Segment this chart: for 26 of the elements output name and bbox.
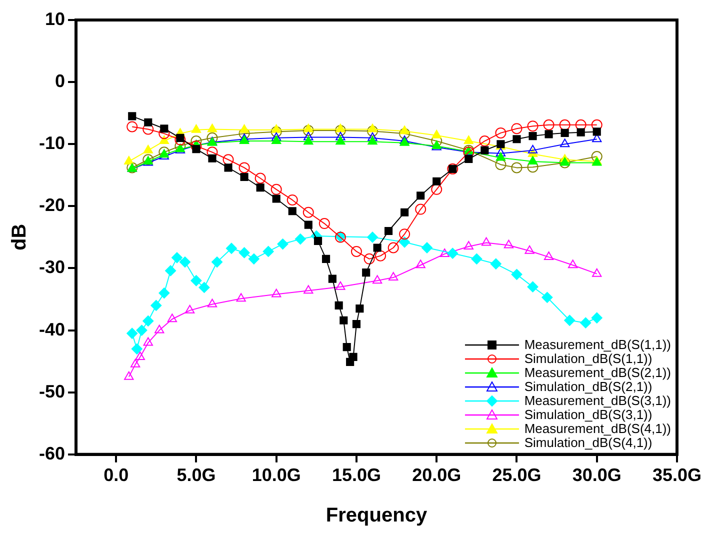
y-tick-label: 10 [44,8,66,29]
y-axis-title: dB [8,224,31,251]
legend-label: Simulation_dB(S(3,1)) [524,407,652,422]
y-tick-label: -20 [39,195,66,216]
legend-label: Measurement_dB(S(4,1)) [524,421,671,436]
legend-label: Measurement_dB(S(2,1)) [524,365,671,380]
y-tick-label: -40 [39,319,66,340]
legend-label: Simulation_dB(S(1,1)) [524,351,652,366]
y-tick-label: -50 [39,381,66,402]
legend-label: Simulation_dB(S(2,1)) [524,379,652,394]
legend-label: Measurement_dB(S(3,1)) [524,393,671,408]
x-tick-label: 20.0G [412,465,462,486]
y-tick-label: -10 [39,133,66,154]
y-tick-label: 0 [55,71,66,92]
x-tick-label: 25.0G [492,465,542,486]
x-tick-label: 0.0 [104,465,129,486]
x-axis-title: Frequency [326,504,428,527]
x-tick-label: 15.0G [332,465,381,486]
x-tick-label: 35.0G [652,465,702,486]
x-tick-label: 5.0G [176,465,216,486]
x-tick-label: 10.0G [252,465,301,486]
x-tick-label: 30.0G [572,465,622,486]
y-tick-label: -60 [39,443,66,464]
legend-label: Measurement_dB(S(1,1)) [524,337,671,352]
legend-label: Simulation_dB(S(4,1)) [524,435,652,450]
y-tick-label: -30 [39,257,66,278]
